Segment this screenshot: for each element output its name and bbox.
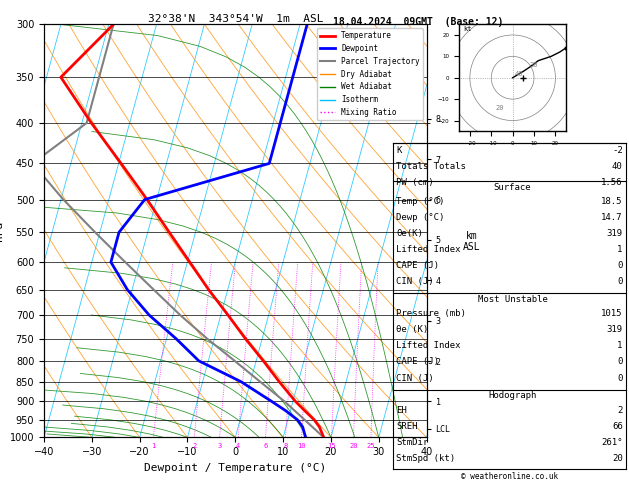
Text: 25: 25 [367,443,376,449]
Text: 4: 4 [236,443,240,449]
Text: StmSpd (kt): StmSpd (kt) [396,454,455,463]
Text: -2: -2 [612,146,623,155]
Text: 319: 319 [606,229,623,238]
Text: 20: 20 [349,443,358,449]
Text: Lifted Index: Lifted Index [396,245,461,254]
Text: 8: 8 [284,443,287,449]
Text: 1015: 1015 [601,310,623,318]
Text: 261°: 261° [601,438,623,447]
Text: Dewp (°C): Dewp (°C) [396,213,445,222]
Text: 1.56: 1.56 [601,178,623,187]
X-axis label: Dewpoint / Temperature (°C): Dewpoint / Temperature (°C) [144,463,326,473]
Text: Surface: Surface [494,183,532,191]
Text: 0: 0 [617,374,623,382]
Text: Pressure (mb): Pressure (mb) [396,310,466,318]
Text: Hodograph: Hodograph [489,391,537,400]
Text: EH: EH [396,406,407,415]
Text: 0: 0 [617,261,623,270]
Text: 2: 2 [617,406,623,415]
Text: 40: 40 [515,70,523,77]
Text: 2: 2 [192,443,196,449]
Text: PW (cm): PW (cm) [396,178,434,187]
Text: 0: 0 [617,278,623,286]
Text: 66: 66 [612,422,623,431]
Title: 32°38'N  343°54'W  1m  ASL: 32°38'N 343°54'W 1m ASL [148,14,323,23]
Text: θe (K): θe (K) [396,326,428,334]
Text: © weatheronline.co.uk: © weatheronline.co.uk [461,472,558,481]
Text: 0: 0 [617,358,623,366]
Text: CAPE (J): CAPE (J) [396,358,439,366]
Text: K: K [396,146,402,155]
Text: Temp (°C): Temp (°C) [396,197,445,206]
Text: Totals Totals: Totals Totals [396,162,466,171]
Text: 15: 15 [327,443,336,449]
Text: 18.5: 18.5 [601,197,623,206]
Text: 10: 10 [298,443,306,449]
Text: 3: 3 [218,443,221,449]
Text: 18.04.2024  09GMT  (Base: 12): 18.04.2024 09GMT (Base: 12) [333,17,503,27]
Text: CAPE (J): CAPE (J) [396,261,439,270]
Text: Lifted Index: Lifted Index [396,342,461,350]
Text: SREH: SREH [396,422,418,431]
Y-axis label: hPa: hPa [0,221,4,241]
Text: Most Unstable: Most Unstable [477,295,548,304]
Y-axis label: km
ASL: km ASL [462,231,480,252]
Text: 1: 1 [617,342,623,350]
Text: CIN (J): CIN (J) [396,278,434,286]
Legend: Temperature, Dewpoint, Parcel Trajectory, Dry Adiabat, Wet Adiabat, Isotherm, Mi: Temperature, Dewpoint, Parcel Trajectory… [316,28,423,120]
Text: 30: 30 [530,62,538,68]
Text: 6: 6 [264,443,267,449]
Text: StmDir: StmDir [396,438,428,447]
Text: 14.7: 14.7 [601,213,623,222]
Text: kt: kt [464,26,472,32]
Text: 20: 20 [612,454,623,463]
Text: 40: 40 [612,162,623,171]
Text: CIN (J): CIN (J) [396,374,434,382]
Text: 319: 319 [606,326,623,334]
Text: 1: 1 [617,245,623,254]
Text: 1: 1 [151,443,155,449]
Text: θe(K): θe(K) [396,229,423,238]
Text: 20: 20 [496,105,504,111]
